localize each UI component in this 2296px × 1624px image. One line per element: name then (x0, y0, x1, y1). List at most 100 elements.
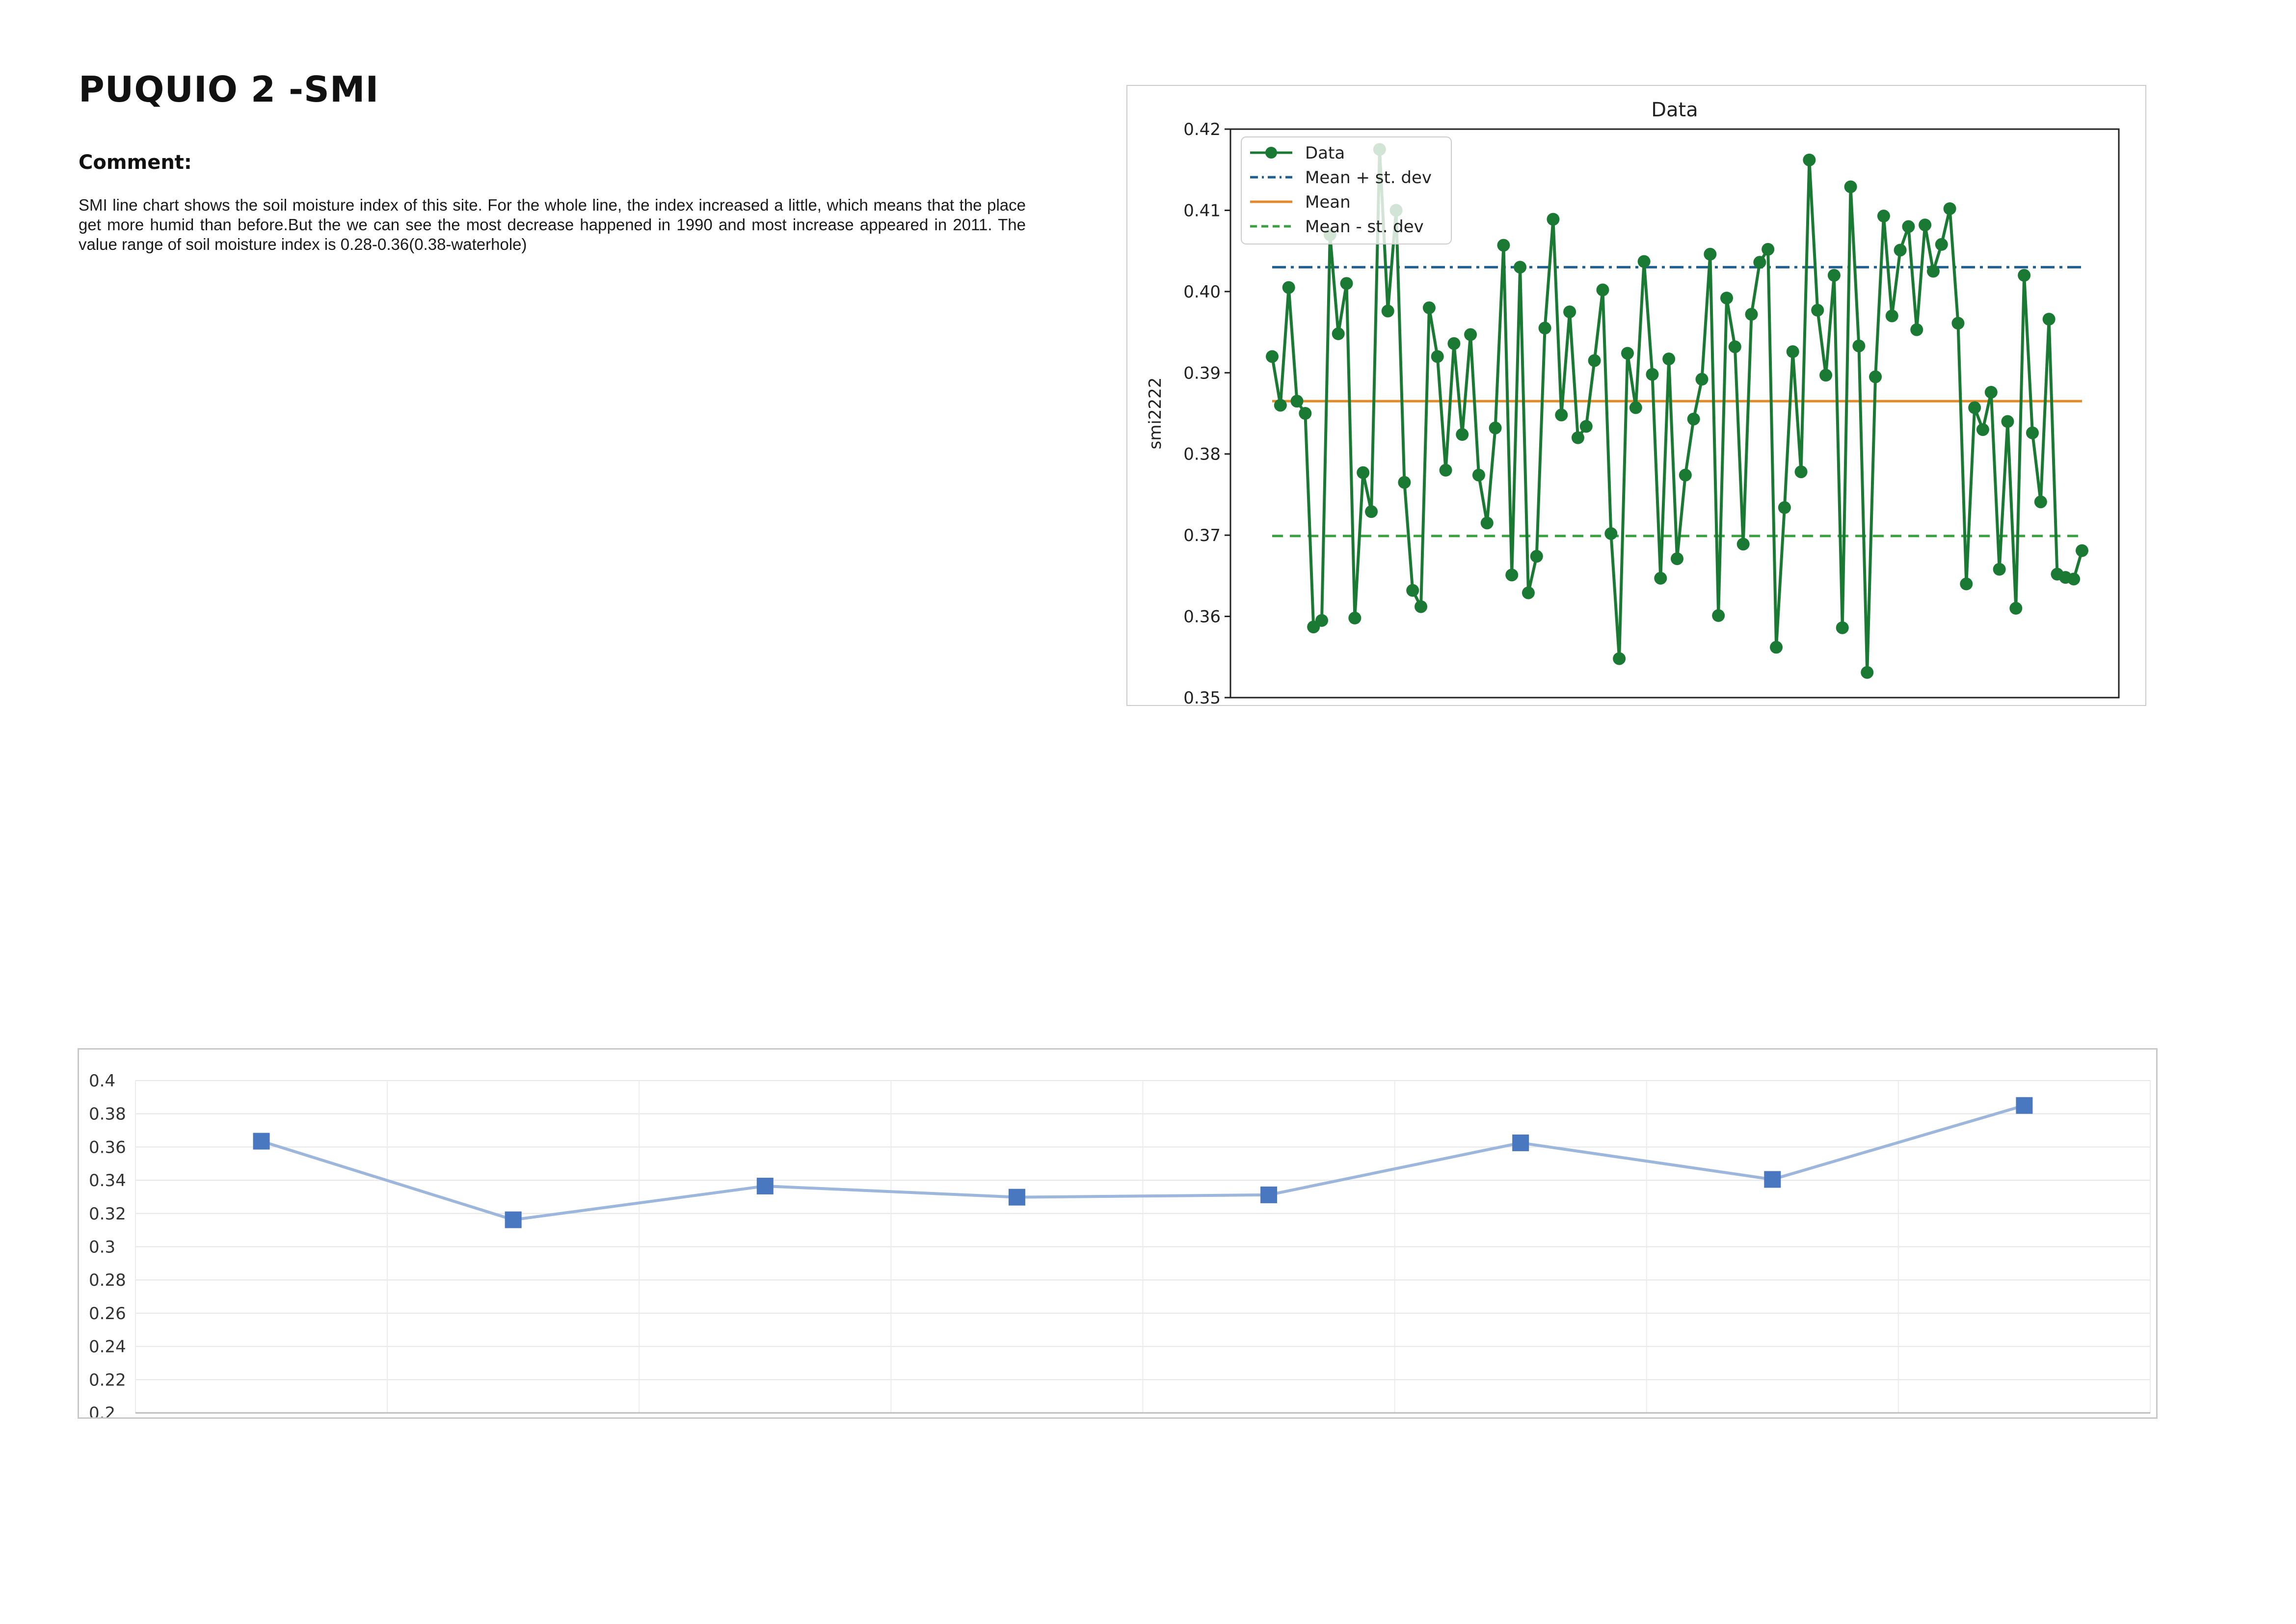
legend: Data Mean + st. dev Mean Mean - st. dev (1241, 136, 1452, 244)
data-point (1836, 621, 1849, 634)
data-point (1348, 611, 1362, 624)
data-point (1786, 345, 1799, 358)
y-tick-label: 0.4 (89, 1071, 115, 1091)
data-point (1852, 339, 1866, 352)
data-point (1943, 202, 1956, 216)
legend-label: Mean + st. dev (1305, 168, 1432, 188)
data-point (1919, 218, 1932, 232)
data-point (1505, 568, 1519, 582)
data-point (2042, 313, 2056, 326)
data-point (1646, 368, 1659, 381)
data-point (1274, 399, 1287, 412)
data-point (1621, 347, 1634, 360)
data-point (1579, 420, 1593, 433)
data-point (1571, 431, 1584, 444)
data-point (1885, 309, 1898, 323)
data-point (1431, 350, 1444, 363)
data-point (1530, 550, 1543, 563)
data-point (1951, 317, 1965, 330)
data-point (1464, 328, 1477, 341)
data-point (2009, 602, 2023, 615)
data-point (1960, 577, 1973, 591)
data-point (1340, 277, 1353, 290)
y-tick-label: 0.3 (89, 1238, 115, 1257)
data-point (1654, 571, 1667, 585)
y-tick-label: 0.36 (89, 1137, 126, 1157)
data-point (1728, 340, 1741, 353)
data-point (1522, 586, 1535, 599)
data-point (505, 1211, 522, 1228)
data-point (1910, 323, 1923, 336)
data-point (1687, 412, 1700, 426)
smi-data-chart: Data smi2222 0.42 0.41 0.40 0.39 0.38 0.37 0.3… (1126, 85, 2146, 708)
data-point (2076, 544, 2088, 557)
data-series-points (1266, 143, 2088, 679)
y-axis-label: smi2222 (1146, 378, 1165, 450)
data-point (1315, 614, 1329, 627)
data-point (1538, 322, 1551, 335)
data-point (1736, 538, 1750, 551)
data-point (1679, 468, 1692, 482)
data-point (1398, 476, 1411, 489)
data-point (1695, 373, 1709, 386)
data-point (1290, 395, 1304, 408)
y-tick-label: 0.24 (89, 1337, 126, 1357)
y-tick-label: 0.28 (89, 1271, 126, 1290)
data-point (1629, 401, 1642, 414)
data-point (2026, 426, 2039, 439)
data-point (1637, 255, 1651, 268)
data-point (1819, 369, 1833, 382)
data-point (1712, 609, 1725, 622)
data-point (1803, 153, 1816, 166)
data-point (253, 1133, 270, 1150)
data-point (1976, 423, 1989, 436)
y-tick-label: 0.38 (89, 1105, 126, 1124)
y-tick-label: 0.37 (1183, 526, 1221, 545)
data-point (1770, 641, 1783, 654)
y-tick-label: 0.38 (1183, 445, 1221, 464)
data-point (1555, 408, 1568, 422)
data-point (1512, 1134, 1529, 1151)
data-point (1260, 1186, 1278, 1203)
y-tick-label: 0.32 (89, 1204, 126, 1224)
data-point (1993, 563, 2006, 576)
data-point (1008, 1189, 1025, 1206)
annual-series-line (261, 1104, 2025, 1221)
comment-heading: Comment: (79, 151, 192, 174)
data-point (1332, 327, 1345, 340)
data-point (1299, 407, 1312, 420)
legend-box (1241, 136, 1452, 244)
data-point (2001, 415, 2014, 428)
annual-smi-chart-svg: 0.4 0.38 0.36 0.34 0.32 0.3 0.28 0.26 0.24 0.22 0.… (89, 1071, 2151, 1423)
data-point (1497, 239, 1510, 252)
data-point (1357, 466, 1370, 479)
data-point (1563, 305, 1576, 319)
legend-label: Data (1305, 143, 1345, 163)
annual-series-points (253, 1097, 2033, 1228)
data-point (1745, 308, 1758, 321)
y-tick-label: 0.22 (89, 1370, 126, 1390)
data-point (1456, 428, 1469, 441)
data-point (1489, 421, 1502, 434)
data-point (1480, 516, 1494, 530)
data-point (1596, 283, 1609, 297)
data-point (1365, 505, 1378, 518)
data-point (1671, 552, 1683, 566)
data-point (1877, 210, 1890, 223)
data-point (1415, 600, 1428, 613)
data-point (1753, 256, 1766, 269)
data-point (1447, 337, 1461, 350)
data-point (1935, 238, 1948, 251)
y-tick-label: 0.39 (1183, 363, 1221, 383)
data-point (1869, 370, 1882, 383)
y-tick-label: 0.40 (1183, 282, 1221, 302)
y-tick-label: 0.34 (89, 1171, 126, 1191)
data-point (1968, 401, 1981, 414)
annual-smi-chart: 0.4 0.38 0.36 0.34 0.32 0.3 0.28 0.26 0.24 0.22 0.… (78, 1048, 2158, 1423)
data-point (1472, 468, 1485, 482)
data-point (1514, 261, 1527, 274)
data-point (2018, 269, 2031, 282)
data-point (1984, 385, 1998, 399)
comment-text: SMI line chart shows the soil moisture i… (79, 196, 1026, 253)
data-point (1720, 292, 1734, 305)
